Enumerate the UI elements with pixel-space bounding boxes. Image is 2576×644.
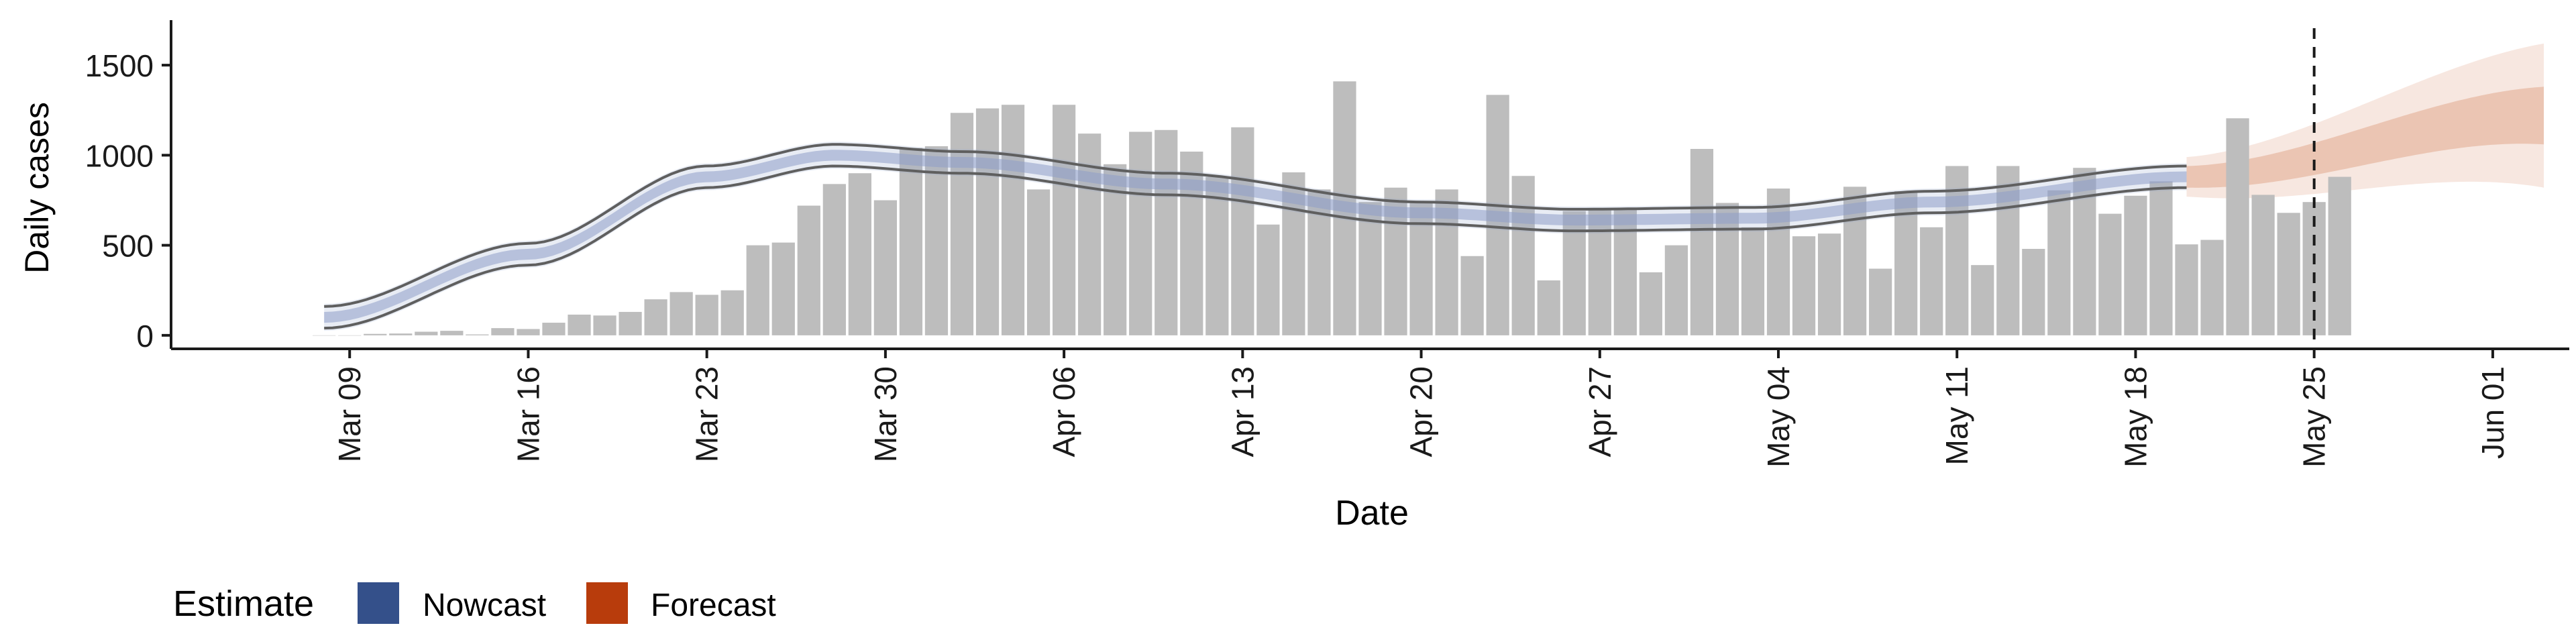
x-tick-label: May 18 [2118, 366, 2153, 468]
x-tick-label: May 04 [1761, 366, 1796, 468]
case-bar [2149, 181, 2173, 335]
case-bar [797, 205, 820, 335]
forecast-band-layer [2186, 43, 2544, 199]
case-bar [593, 315, 616, 335]
bars-layer [313, 81, 2351, 336]
case-bar [746, 245, 769, 335]
nowcast-upper-bound [324, 143, 2187, 308]
case-bar [1741, 227, 1765, 335]
case-bar [1256, 224, 1280, 335]
case-bar [1460, 256, 1484, 335]
y-axis-title: Daily cases [18, 102, 56, 274]
case-bar [771, 242, 795, 335]
case-bar [1817, 233, 1841, 335]
case-bar [2124, 195, 2147, 335]
case-bar [338, 335, 362, 336]
legend-label-forecast: Forecast [651, 588, 776, 623]
x-ticks: Mar 09 Mar 16 Mar 23 Mar 30 Apr 06 Apr 13 Apr … [332, 349, 2510, 468]
case-bar [1205, 176, 1229, 335]
case-bar [1053, 105, 1076, 335]
case-bar [1231, 127, 1254, 335]
case-bar [2251, 195, 2275, 335]
x-tick-label: Apr 27 [1582, 366, 1617, 458]
case-bar [440, 331, 464, 335]
x-tick-label: Mar 09 [332, 366, 367, 462]
case-bar [695, 294, 718, 335]
legend-key-forecast [586, 582, 628, 624]
case-bar [2175, 244, 2198, 335]
case-bar [1664, 245, 1688, 335]
case-bar [822, 184, 846, 335]
case-bar [720, 290, 744, 335]
y-tick-label: 500 [102, 229, 154, 264]
case-bar [1026, 189, 1051, 335]
case-bar [1920, 227, 1943, 335]
case-bar [2277, 213, 2300, 335]
case-bar [2047, 190, 2071, 335]
case-bar [2200, 239, 2224, 335]
case-bar [2098, 213, 2122, 335]
y-tick-label: 1000 [85, 138, 154, 173]
case-bar [669, 292, 693, 335]
case-bar [313, 335, 336, 336]
case-bar [389, 333, 413, 335]
case-bar [1001, 105, 1025, 335]
case-bar [1358, 202, 1382, 335]
case-bar [899, 148, 923, 335]
x-tick-label: Apr 20 [1404, 366, 1439, 458]
y-tick-label: 0 [136, 319, 154, 354]
axes-layer [170, 20, 2569, 350]
legend-label-nowcast: Nowcast [423, 588, 546, 623]
case-bar [975, 108, 1000, 335]
case-bar [1639, 272, 1662, 335]
case-bar [491, 328, 515, 335]
case-bar [619, 311, 642, 335]
forecast-inner-band [2186, 87, 2544, 188]
nowcast-outer-band [324, 142, 2187, 331]
case-bar [1129, 131, 1152, 335]
case-bar [1715, 203, 1739, 335]
x-tick-label: May 25 [2297, 366, 2332, 468]
case-bar [1155, 129, 1178, 335]
case-bar [415, 331, 438, 335]
x-tick-label: May 11 [1939, 366, 1974, 465]
case-bar [2022, 248, 2045, 335]
case-bar [1690, 148, 1714, 335]
case-bar [542, 323, 566, 335]
case-bar [1971, 265, 1994, 335]
legend-title: Estimate [173, 584, 314, 624]
nowcast-lower-bound [324, 164, 2187, 330]
case-bar [1511, 176, 1535, 335]
y-tick-label: 1500 [85, 48, 154, 83]
case-bar [1792, 236, 1816, 335]
legend-key-nowcast [358, 582, 399, 624]
case-bar [924, 146, 949, 335]
case-bar [1537, 280, 1560, 335]
legend: Estimate Nowcast Forecast [173, 582, 776, 624]
case-bar [2226, 118, 2249, 335]
case-bar [950, 113, 974, 335]
x-tick-label: Mar 16 [511, 366, 545, 462]
x-tick-label: Mar 23 [690, 366, 724, 462]
x-tick-label: Mar 30 [868, 366, 903, 462]
x-tick-label: Apr 13 [1225, 366, 1260, 458]
case-bar [644, 299, 667, 335]
case-bar [848, 173, 871, 335]
x-axis-title: Date [1335, 494, 1409, 533]
case-bar [517, 329, 540, 335]
case-bar [364, 333, 387, 335]
nowcast-band-layer [324, 142, 2187, 331]
x-tick-label: Jun 01 [2475, 366, 2510, 459]
case-bar [1945, 166, 1969, 335]
case-bar [2328, 176, 2351, 335]
case-bar [1869, 268, 1892, 335]
case-bar [568, 314, 591, 335]
x-tick-label: Apr 06 [1046, 366, 1081, 458]
y-ticks: 0 500 1000 1500 [85, 48, 171, 354]
case-bar [873, 200, 898, 335]
